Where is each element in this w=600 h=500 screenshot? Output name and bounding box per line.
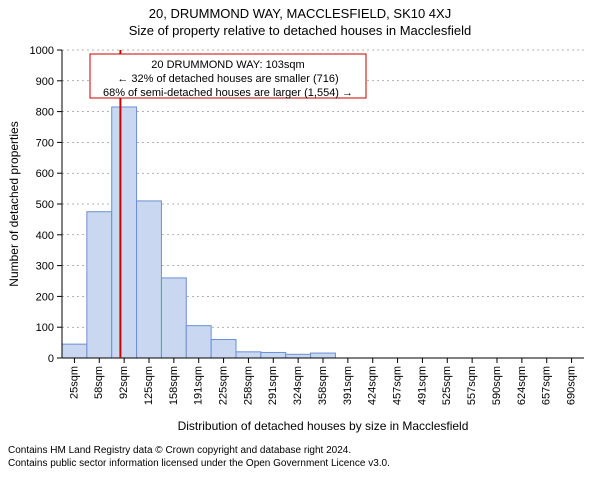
svg-text:500: 500 <box>36 199 54 211</box>
svg-text:391sqm: 391sqm <box>342 366 354 405</box>
svg-text:491sqm: 491sqm <box>416 366 428 405</box>
svg-text:258sqm: 258sqm <box>242 366 254 405</box>
svg-text:424sqm: 424sqm <box>367 366 379 405</box>
annotation-line: 20 DRUMMOND WAY: 103sqm <box>151 59 304 71</box>
footer: Contains HM Land Registry data © Crown c… <box>0 440 600 470</box>
svg-text:200: 200 <box>36 291 54 303</box>
svg-text:291sqm: 291sqm <box>267 366 279 405</box>
svg-text:700: 700 <box>36 137 54 149</box>
svg-text:92sqm: 92sqm <box>118 366 130 399</box>
svg-text:1000: 1000 <box>30 45 54 57</box>
histogram-bar <box>286 354 311 358</box>
svg-text:191sqm: 191sqm <box>193 366 205 405</box>
svg-text:400: 400 <box>36 230 54 242</box>
histogram-bar <box>186 326 211 358</box>
histogram-bar <box>87 212 112 358</box>
svg-text:525sqm: 525sqm <box>441 366 453 405</box>
svg-text:300: 300 <box>36 261 54 273</box>
histogram-chart: 0 100 200 300 400 500 600 700 800 900 1000 25sqm 58s… <box>0 40 600 440</box>
svg-text:657sqm: 657sqm <box>541 366 553 405</box>
svg-text:800: 800 <box>36 107 54 119</box>
y-axis-label: Number of detached properties <box>7 121 21 286</box>
svg-text:324sqm: 324sqm <box>292 366 304 405</box>
histogram-bar <box>161 278 186 358</box>
histogram-bar <box>137 201 162 358</box>
svg-text:358sqm: 358sqm <box>317 366 329 405</box>
histogram-bar <box>311 353 336 358</box>
histogram-bar <box>261 352 286 358</box>
svg-text:158sqm: 158sqm <box>168 366 180 405</box>
svg-text:0: 0 <box>48 353 54 365</box>
footer-line-2: Contains public sector information licen… <box>8 457 592 470</box>
svg-text:557sqm: 557sqm <box>466 366 478 405</box>
x-axis-label: Distribution of detached houses by size … <box>178 419 469 433</box>
page-title: 20, DRUMMOND WAY, MACCLESFIELD, SK10 4XJ <box>0 0 600 21</box>
svg-text:690sqm: 690sqm <box>565 366 577 405</box>
svg-text:225sqm: 225sqm <box>217 366 229 405</box>
svg-text:624sqm: 624sqm <box>516 366 528 405</box>
page-subtitle: Size of property relative to detached ho… <box>0 21 600 40</box>
histogram-bar <box>211 340 236 358</box>
svg-text:900: 900 <box>36 76 54 88</box>
footer-line-1: Contains HM Land Registry data © Crown c… <box>8 444 592 457</box>
chart-svg: 0 100 200 300 400 500 600 700 800 900 1000 25sqm 58s… <box>0 40 600 440</box>
annotation-line: ← 32% of detached houses are smaller (71… <box>117 73 338 85</box>
svg-text:590sqm: 590sqm <box>491 366 503 405</box>
svg-text:457sqm: 457sqm <box>391 366 403 405</box>
annotation-line: 68% of semi-detached houses are larger (… <box>103 87 353 99</box>
svg-text:125sqm: 125sqm <box>143 366 155 405</box>
svg-text:600: 600 <box>36 168 54 180</box>
histogram-bar <box>112 107 137 358</box>
histogram-bar <box>62 344 87 358</box>
svg-text:25sqm: 25sqm <box>68 366 80 399</box>
svg-text:58sqm: 58sqm <box>93 366 105 399</box>
histogram-bar <box>236 352 261 358</box>
svg-text:100: 100 <box>36 322 54 334</box>
